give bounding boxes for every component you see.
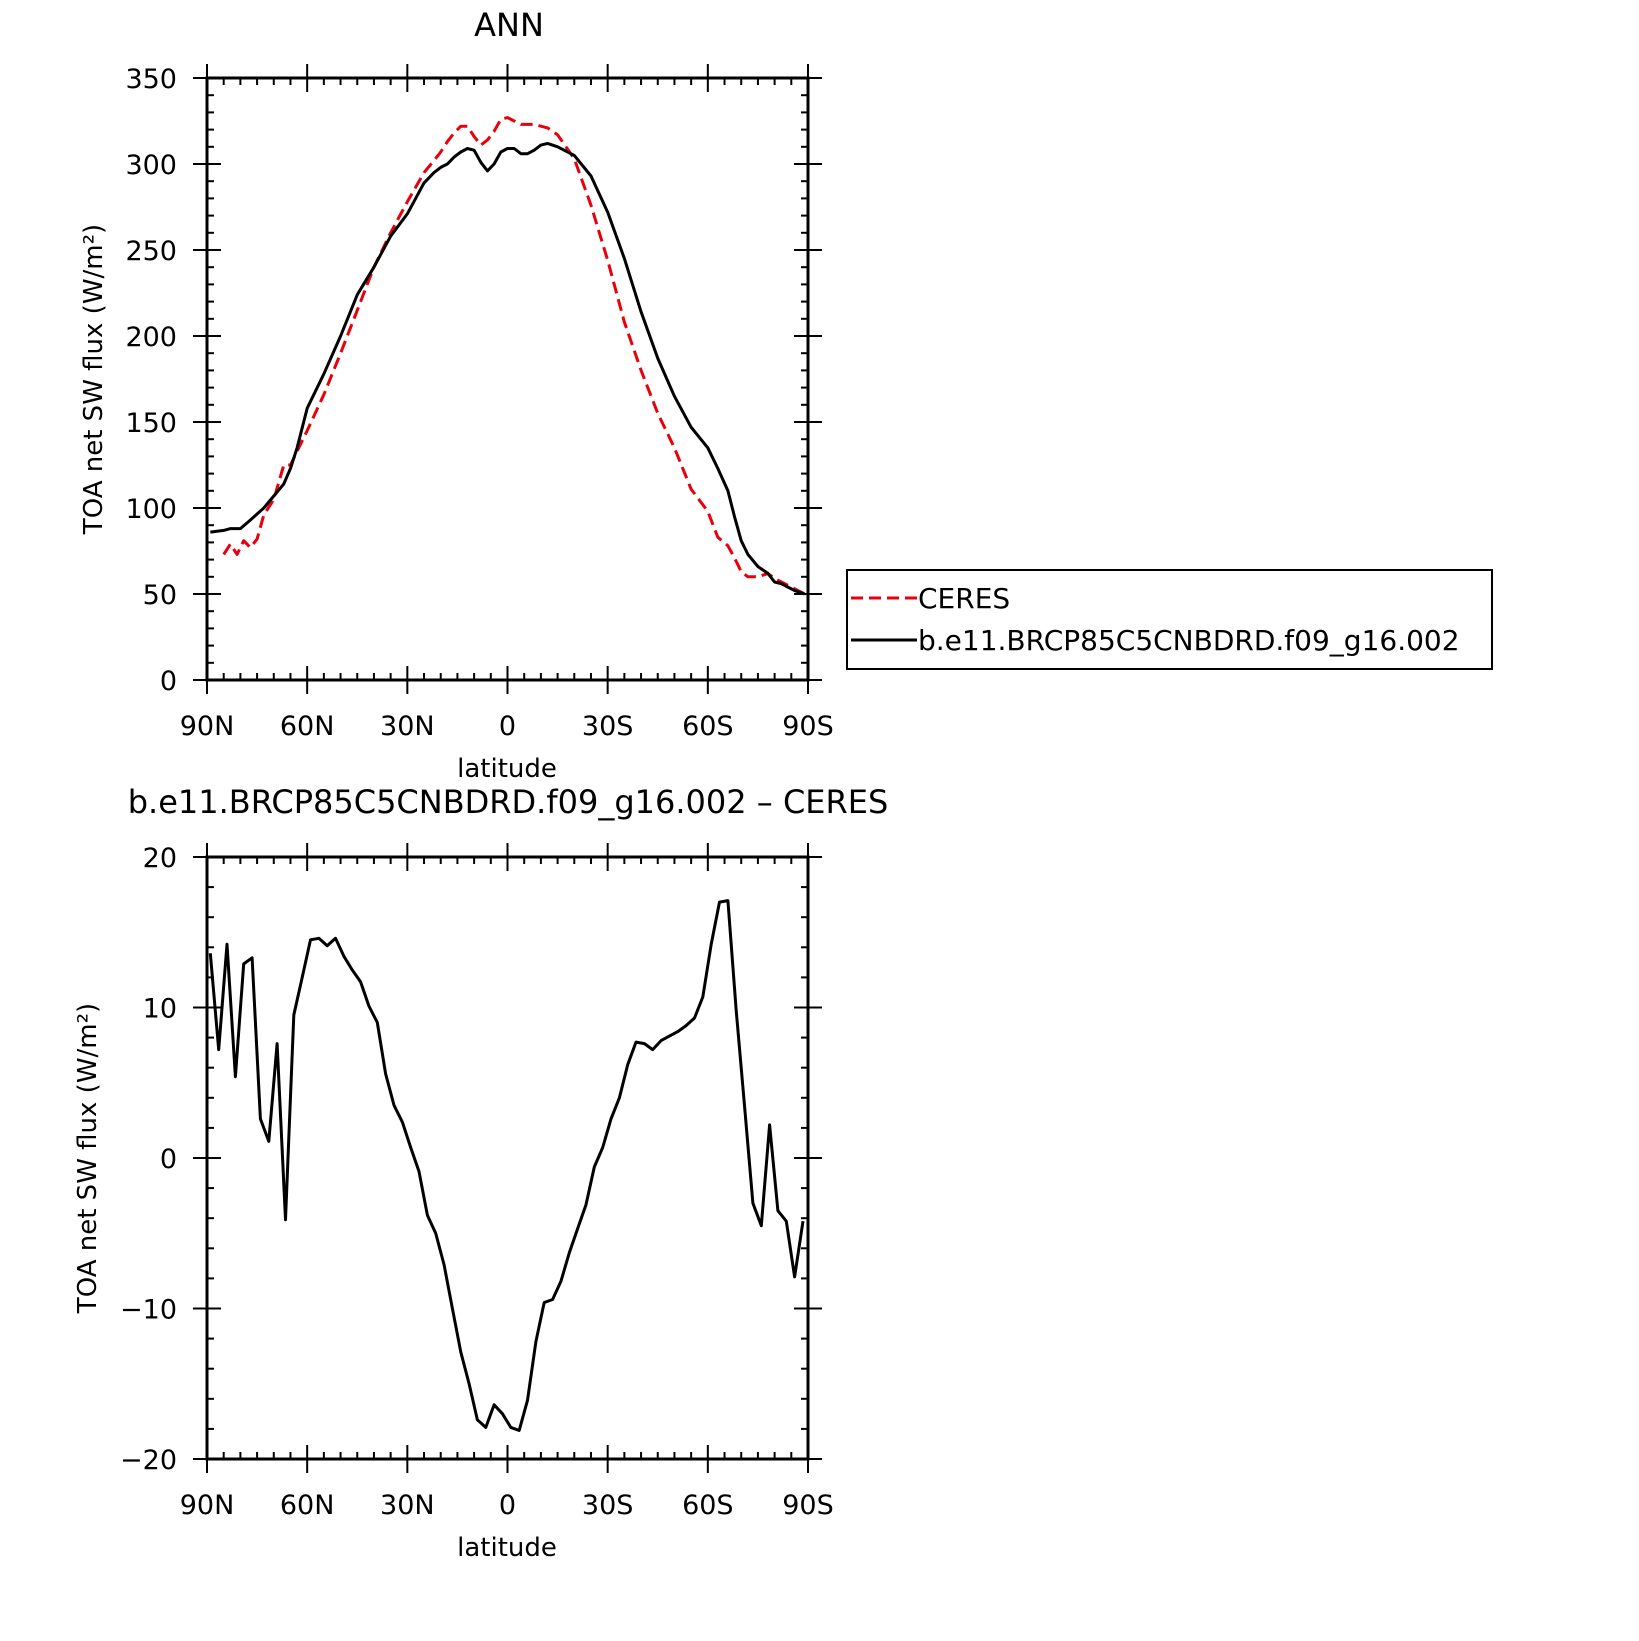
chart-title: b.e11.BRCP85C5CNBDRD.f09_g16.002 – CERES	[128, 783, 889, 821]
series-layer	[210, 116, 806, 596]
y-tick-label: 300	[125, 150, 177, 181]
legend-label-ceres: CERES	[918, 582, 1010, 615]
annual-mean-panel: ANN 90N 60N 30N 0 30S 60S 90S 0 50 100 150 200 250 3…	[79, 6, 1493, 784]
legend-label-model: b.e11.BRCP85C5CNBDRD.f09_g16.002	[918, 624, 1460, 657]
chart-title: ANN	[474, 6, 544, 44]
x-tick-label: 30S	[582, 1490, 634, 1521]
y-tick-label: 20	[143, 843, 177, 874]
x-tick-label: 60S	[682, 1490, 734, 1521]
x-tick-label: 30N	[380, 711, 435, 742]
y-tick-label: −20	[120, 1445, 177, 1476]
x-tick-label: 90N	[180, 711, 235, 742]
ceres-series-line	[222, 116, 806, 596]
y-tick-labels: 0 50 100 150 200 250 300 350	[125, 64, 177, 697]
x-tick-label: 90S	[782, 1490, 834, 1521]
x-tick-label: 90N	[180, 1490, 235, 1521]
y-tick-label: 100	[125, 494, 177, 525]
x-axis-label: latitude	[457, 754, 557, 784]
legend: CERES b.e11.BRCP85C5CNBDRD.f09_g16.002	[846, 569, 1493, 670]
y-tick-label: 50	[143, 580, 177, 611]
x-tick-label: 60S	[682, 711, 734, 742]
model-series-line	[210, 141, 806, 596]
y-tick-label: 0	[160, 666, 177, 697]
plot-frame	[205, 855, 810, 1461]
x-tick-labels: 90N 60N 30N 0 30S 60S 90S	[180, 711, 834, 742]
y-tick-label: 0	[160, 1144, 177, 1175]
y-tick-label: 10	[143, 994, 177, 1025]
y-tick-label: 350	[125, 64, 177, 95]
x-tick-labels: 90N 60N 30N 0 30S 60S 90S	[180, 1490, 834, 1521]
difference-series-line	[208, 899, 805, 1432]
y-axis-label: TOA net SW flux (W/m²)	[79, 224, 109, 535]
x-tick-label: 90S	[782, 711, 834, 742]
y-tick-label: −10	[120, 1295, 177, 1326]
tick-marks	[193, 64, 822, 694]
x-tick-label: 30N	[380, 1490, 435, 1521]
y-tick-label: 250	[125, 236, 177, 267]
x-tick-label: 30S	[582, 711, 634, 742]
tick-marks	[193, 843, 822, 1473]
x-axis-label: latitude	[457, 1533, 557, 1563]
y-axis-label: TOA net SW flux (W/m²)	[73, 1003, 103, 1314]
series-layer	[208, 899, 805, 1432]
plot-frame	[205, 76, 810, 682]
difference-panel: b.e11.BRCP85C5CNBDRD.f09_g16.002 – CERES…	[73, 783, 888, 1563]
x-tick-label: 0	[499, 1490, 516, 1521]
x-tick-label: 0	[499, 711, 516, 742]
y-tick-label: 200	[125, 322, 177, 353]
legend-box	[846, 569, 1493, 670]
y-tick-labels: −20 −10 0 10 20	[120, 843, 177, 1476]
y-tick-label: 150	[125, 408, 177, 439]
x-tick-label: 60N	[280, 1490, 335, 1521]
x-tick-label: 60N	[280, 711, 335, 742]
